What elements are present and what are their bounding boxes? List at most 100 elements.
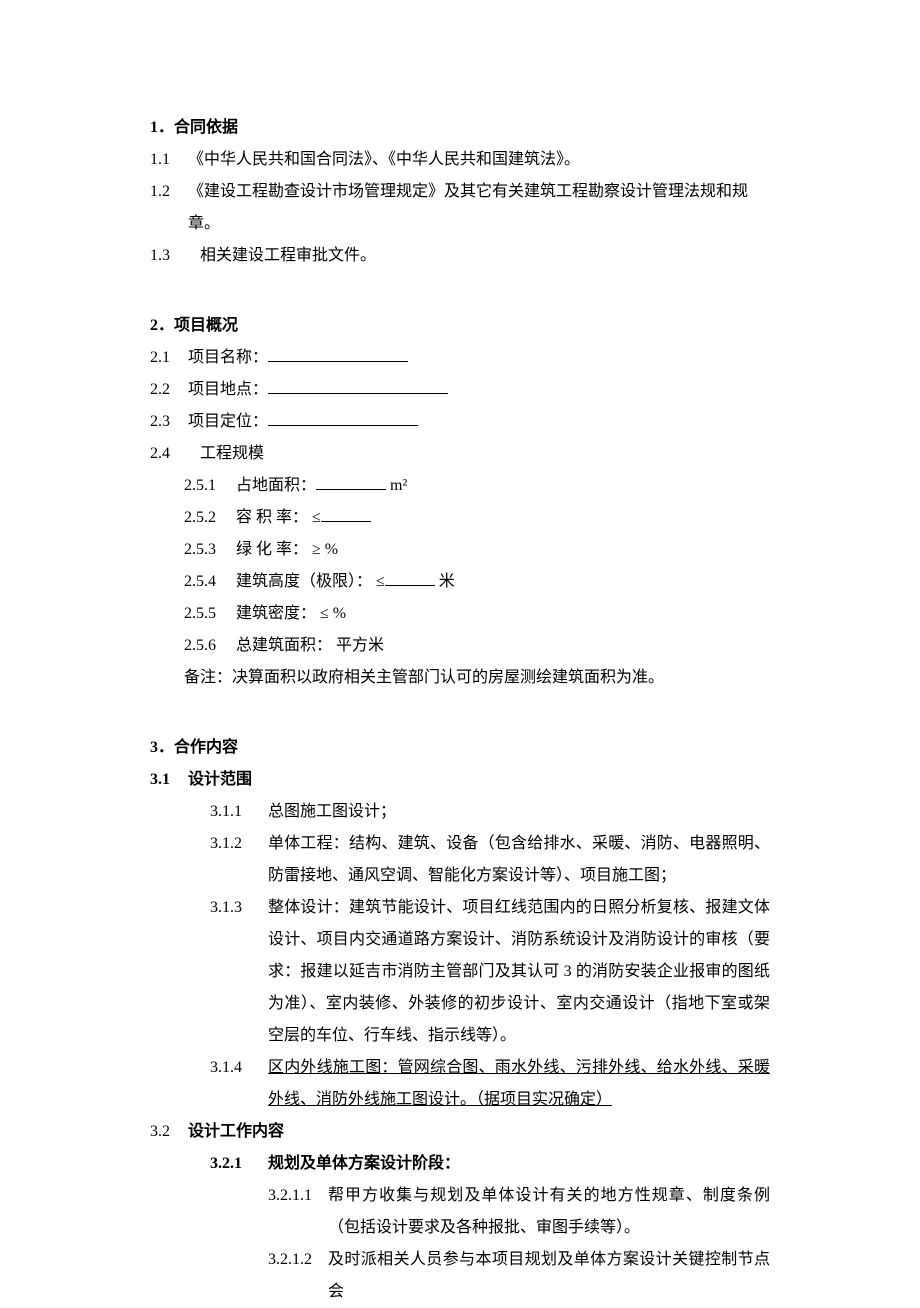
num: 2.5.2 — [184, 502, 236, 534]
section-2-note: 备注：决算面积以政府相关主管部门认可的房屋测绘建筑面积为准。 — [150, 662, 770, 694]
label: 建筑密度： — [236, 605, 316, 622]
text: 及时派相关人员参与本项目规划及单体方案设计关键控制节点会 — [328, 1244, 770, 1308]
num: 2.5.4 — [184, 566, 236, 598]
section-2-title: 项目概况 — [174, 317, 238, 334]
item-2-5-1: 2.5.1 占地面积： m² — [150, 470, 770, 502]
num: 2.4 — [150, 438, 200, 470]
text: 占地面积： m² — [236, 470, 770, 502]
num: 2.2 — [150, 374, 188, 406]
section-3-1-heading: 3.1 设计范围 — [150, 764, 770, 796]
item-3-2-1-heading: 3.2.1 规划及单体方案设计阶段： — [150, 1148, 770, 1180]
item-1-1: 1.1 《中华人民共和国合同法》、《中华人民共和国建筑法》。 — [150, 144, 770, 176]
text: 相关建设工程审批文件。 — [200, 240, 770, 272]
item-3-1-3: 3.1.3 整体设计：建筑节能设计、项目红线范围内的日照分析复核、报建文体设计、… — [150, 892, 770, 1052]
item-2-4: 2.4 工程规模 — [150, 438, 770, 470]
section-3-2-heading: 3.2 设计工作内容 — [150, 1116, 770, 1148]
text: 绿 化 率： ≥ % — [236, 534, 770, 566]
text: 帮甲方收集与规划及单体设计有关的地方性规章、制度条例（包括设计要求及各种报批、审… — [328, 1180, 770, 1244]
label: 项目地点： — [188, 381, 268, 398]
item-1-2: 1.2 《建设工程勘查设计市场管理规定》及其它有关建筑工程勘察设计管理法规和规章… — [150, 176, 770, 240]
prefix: ≤ — [316, 605, 329, 622]
section-3-title: 合作内容 — [174, 739, 238, 756]
section-1-title: 合同依据 — [174, 119, 238, 136]
item-3-1-1: 3.1.1 总图施工图设计； — [150, 796, 770, 828]
item-2-3: 2.3 项目定位： — [150, 406, 770, 438]
label: 建筑高度（极限）： ≤ — [236, 573, 385, 590]
title: 规划及单体方案设计阶段： — [268, 1148, 770, 1180]
num: 2.5.1 — [184, 470, 236, 502]
item-2-5-6: 2.5.6 总建筑面积： 平方米 — [150, 630, 770, 662]
prefix: ≤ — [308, 509, 321, 526]
num: 2.5.3 — [184, 534, 236, 566]
blank-field[interactable] — [316, 475, 386, 490]
label: 容 积 率： — [236, 509, 308, 526]
title: 设计工作内容 — [188, 1116, 770, 1148]
text: 容 积 率： ≤ — [236, 502, 770, 534]
blank-field[interactable] — [385, 571, 435, 586]
label: 占地面积： — [236, 477, 316, 494]
num: 3.2.1 — [210, 1148, 268, 1180]
item-3-2-1-2: 3.2.1.2 及时派相关人员参与本项目规划及单体方案设计关键控制节点会 — [150, 1244, 770, 1308]
item-3-1-2: 3.1.2 单体工程：结构、建筑、设备（包含给排水、采暖、消防、电器照明、防雷接… — [150, 828, 770, 892]
num: 1.1 — [150, 144, 188, 176]
item-2-5-3: 2.5.3 绿 化 率： ≥ % — [150, 534, 770, 566]
blank-field[interactable] — [321, 507, 371, 522]
suffix: % — [329, 605, 346, 622]
suffix: % — [321, 541, 338, 558]
section-3-heading: 3．合作内容 — [150, 732, 770, 764]
text: 单体工程：结构、建筑、设备（包含给排水、采暖、消防、电器照明、防雷接地、通风空调… — [268, 828, 770, 892]
num: 2.5.6 — [184, 630, 236, 662]
unit: m² — [386, 477, 407, 494]
item-2-5-4: 2.5.4 建筑高度（极限）： ≤ 米 — [150, 566, 770, 598]
document-page: 1．合同依据 1.1 《中华人民共和国合同法》、《中华人民共和国建筑法》。 1.… — [0, 0, 920, 1302]
text: 总建筑面积： 平方米 — [236, 630, 770, 662]
label: 项目名称： — [188, 349, 268, 366]
text: 建筑密度： ≤ % — [236, 598, 770, 630]
num: 2.3 — [150, 406, 188, 438]
num: 1.2 — [150, 176, 188, 208]
text: 项目定位： — [188, 406, 770, 438]
blank-field[interactable] — [268, 379, 448, 394]
num: 3.1.2 — [210, 828, 268, 860]
blank-field[interactable] — [268, 347, 408, 362]
item-2-1: 2.1 项目名称： — [150, 342, 770, 374]
num: 3.2.1.1 — [268, 1180, 328, 1212]
num: 3.2.1.2 — [268, 1244, 328, 1276]
text: 《建设工程勘查设计市场管理规定》及其它有关建筑工程勘察设计管理法规和规章。 — [188, 176, 770, 240]
text: 整体设计：建筑节能设计、项目红线范围内的日照分析复核、报建文体设计、项目内交通道… — [268, 892, 770, 1052]
label: 项目定位： — [188, 413, 268, 430]
section-3-num: 3． — [150, 739, 174, 756]
num: 3.1.4 — [210, 1052, 268, 1084]
item-3-1-4: 3.1.4 区内外线施工图：管网综合图、雨水外线、污排外线、给水外线、采暖外线、… — [150, 1052, 770, 1116]
num: 1.3 — [150, 240, 200, 272]
suffix: 米 — [435, 573, 455, 590]
blank-field[interactable] — [268, 411, 418, 426]
num: 3.2 — [150, 1116, 188, 1148]
title: 设计范围 — [188, 764, 770, 796]
prefix: ≥ — [308, 541, 321, 558]
text: 项目名称： — [188, 342, 770, 374]
section-2-num: 2． — [150, 317, 174, 334]
section-1-heading: 1．合同依据 — [150, 112, 770, 144]
text: 建筑高度（极限）： ≤ 米 — [236, 566, 770, 598]
num: 3.1 — [150, 764, 188, 796]
label: 总建筑面积： — [236, 637, 332, 654]
num: 3.1.1 — [210, 796, 268, 828]
num: 3.1.3 — [210, 892, 268, 924]
text: 《中华人民共和国合同法》、《中华人民共和国建筑法》。 — [188, 144, 770, 176]
section-1-num: 1． — [150, 119, 174, 136]
item-3-2-1-1: 3.2.1.1 帮甲方收集与规划及单体设计有关的地方性规章、制度条例（包括设计要… — [150, 1180, 770, 1244]
text-underlined: 区内外线施工图：管网综合图、雨水外线、污排外线、给水外线、采暖外线、消防外线施工… — [268, 1052, 770, 1116]
section-2-heading: 2．项目概况 — [150, 310, 770, 342]
text: 工程规模 — [200, 438, 770, 470]
item-2-5-2: 2.5.2 容 积 率： ≤ — [150, 502, 770, 534]
item-1-3: 1.3 相关建设工程审批文件。 — [150, 240, 770, 272]
num: 2.1 — [150, 342, 188, 374]
item-2-2: 2.2 项目地点： — [150, 374, 770, 406]
label: 绿 化 率： — [236, 541, 308, 558]
num: 2.5.5 — [184, 598, 236, 630]
suffix: 平方米 — [332, 637, 384, 654]
item-2-5-5: 2.5.5 建筑密度： ≤ % — [150, 598, 770, 630]
text: 总图施工图设计； — [268, 796, 770, 828]
text: 项目地点： — [188, 374, 770, 406]
